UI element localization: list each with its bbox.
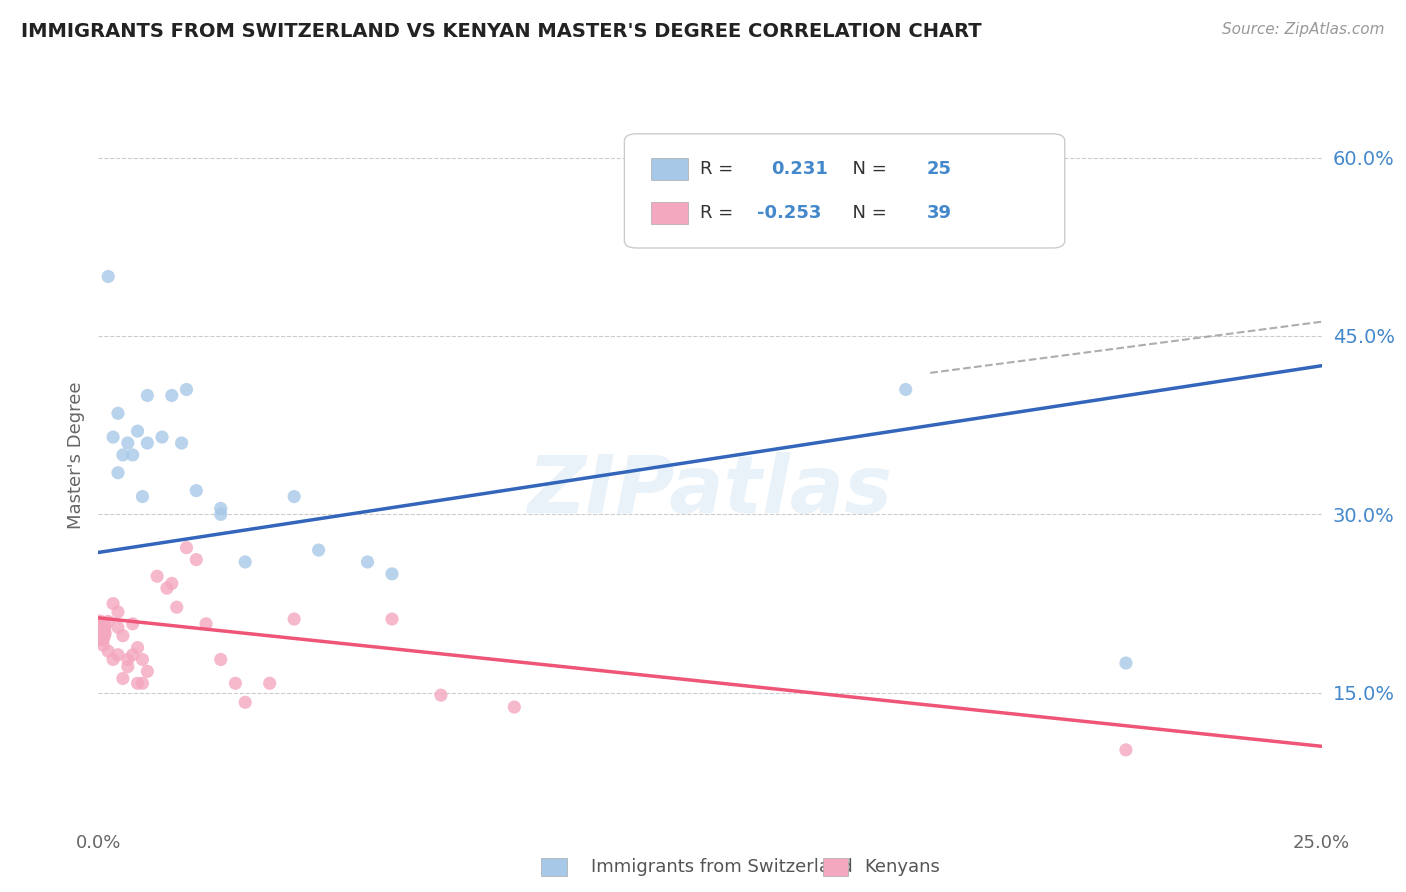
- Point: [186, 483, 208, 498]
- Point: [111, 629, 134, 643]
- Point: [117, 436, 139, 450]
- Text: Immigrants from Switzerland: Immigrants from Switzerland: [591, 858, 852, 876]
- Point: [121, 616, 143, 631]
- Point: [107, 406, 129, 420]
- Point: [97, 615, 120, 629]
- Text: 0.231: 0.231: [772, 160, 828, 178]
- Point: [209, 501, 232, 516]
- Point: [1115, 743, 1137, 757]
- Point: [91, 638, 114, 652]
- Point: [111, 672, 134, 686]
- Text: -0.253: -0.253: [756, 204, 821, 222]
- Point: [259, 676, 281, 690]
- Point: [121, 448, 143, 462]
- Point: [160, 576, 183, 591]
- Point: [356, 555, 378, 569]
- Point: [107, 648, 129, 662]
- Point: [127, 676, 149, 690]
- Point: [224, 676, 246, 690]
- Text: R =: R =: [700, 160, 740, 178]
- FancyBboxPatch shape: [624, 134, 1064, 248]
- Text: 25.0%: 25.0%: [1294, 834, 1350, 852]
- Point: [131, 490, 153, 504]
- Point: [107, 620, 129, 634]
- Point: [209, 508, 232, 522]
- Point: [117, 652, 139, 666]
- Point: [283, 612, 305, 626]
- Point: [101, 652, 124, 666]
- Point: [195, 616, 218, 631]
- Text: N =: N =: [841, 204, 893, 222]
- Y-axis label: Master's Degree: Master's Degree: [66, 381, 84, 529]
- Point: [87, 620, 110, 634]
- Point: [894, 383, 917, 397]
- Point: [97, 269, 120, 284]
- Point: [117, 659, 139, 673]
- Point: [283, 490, 305, 504]
- Point: [91, 632, 114, 647]
- Text: 25: 25: [927, 160, 952, 178]
- Point: [430, 688, 453, 702]
- Point: [107, 466, 129, 480]
- Point: [87, 626, 110, 640]
- Point: [136, 436, 159, 450]
- Point: [176, 541, 198, 555]
- Text: ZIPatlas: ZIPatlas: [527, 451, 893, 530]
- Point: [131, 676, 153, 690]
- Point: [381, 612, 404, 626]
- FancyBboxPatch shape: [651, 202, 688, 224]
- Point: [87, 626, 110, 640]
- Point: [166, 600, 188, 615]
- Text: 39: 39: [927, 204, 952, 222]
- Text: R =: R =: [700, 204, 740, 222]
- Text: 0.0%: 0.0%: [76, 834, 121, 852]
- Text: Kenyans: Kenyans: [865, 858, 941, 876]
- Point: [107, 605, 129, 619]
- Point: [160, 388, 183, 402]
- Point: [127, 640, 149, 655]
- Point: [308, 543, 330, 558]
- Text: IMMIGRANTS FROM SWITZERLAND VS KENYAN MASTER'S DEGREE CORRELATION CHART: IMMIGRANTS FROM SWITZERLAND VS KENYAN MA…: [21, 22, 981, 41]
- Point: [233, 695, 256, 709]
- Point: [176, 383, 198, 397]
- Point: [186, 552, 208, 566]
- Point: [136, 388, 159, 402]
- Point: [170, 436, 193, 450]
- Point: [503, 700, 526, 714]
- Point: [1115, 656, 1137, 670]
- Point: [127, 424, 149, 438]
- Point: [233, 555, 256, 569]
- Point: [150, 430, 173, 444]
- Point: [381, 566, 404, 581]
- Point: [136, 665, 159, 679]
- Point: [131, 652, 153, 666]
- Point: [156, 581, 179, 595]
- Point: [97, 644, 120, 658]
- Point: [101, 430, 124, 444]
- Text: Source: ZipAtlas.com: Source: ZipAtlas.com: [1222, 22, 1385, 37]
- Point: [121, 648, 143, 662]
- Point: [101, 597, 124, 611]
- Point: [111, 448, 134, 462]
- Point: [209, 652, 232, 666]
- Point: [146, 569, 169, 583]
- FancyBboxPatch shape: [651, 158, 688, 179]
- Text: N =: N =: [841, 160, 893, 178]
